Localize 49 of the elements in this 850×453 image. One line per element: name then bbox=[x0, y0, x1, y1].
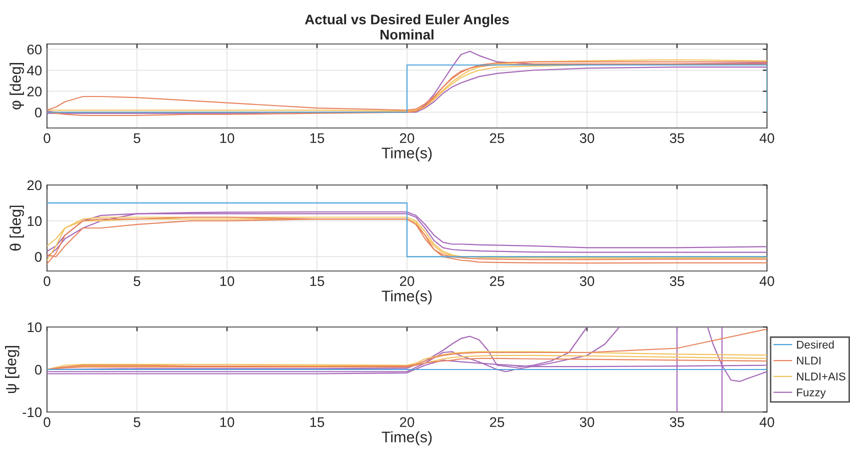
x-tick-label: 0 bbox=[44, 133, 50, 144]
y-tick-label: 10 bbox=[28, 216, 42, 226]
x-tick-label: 40 bbox=[760, 276, 774, 286]
x-axis-title: Time(s) bbox=[382, 147, 432, 162]
x-tick-label: 35 bbox=[670, 133, 684, 144]
y-tick-label: 20 bbox=[27, 86, 42, 96]
x-tick-label: 15 bbox=[310, 133, 324, 144]
y-axis-title: ψ [deg] bbox=[5, 346, 20, 394]
y-tick-label: -10 bbox=[22, 407, 42, 418]
x-tick-label: 20 bbox=[400, 417, 414, 428]
chart-title: Actual vs Desired Euler Angles bbox=[304, 14, 509, 28]
y-axis-title: φ [deg] bbox=[10, 63, 24, 110]
x-tick-label: 40 bbox=[760, 133, 774, 144]
x-tick-label: 30 bbox=[580, 276, 594, 286]
x-tick-label: 30 bbox=[580, 417, 594, 428]
legend-label: Fuzzy bbox=[797, 388, 826, 399]
x-tick-label: 5 bbox=[134, 276, 140, 286]
x-tick-label: 15 bbox=[310, 417, 324, 428]
y-axis-title: θ [deg] bbox=[10, 206, 24, 251]
x-tick-label: 40 bbox=[760, 417, 774, 428]
x-tick-label: 20 bbox=[400, 133, 414, 144]
x-tick-label: 10 bbox=[220, 276, 234, 286]
x-tick-label: 5 bbox=[134, 133, 140, 144]
legend-label: NLDI+AIS bbox=[797, 372, 846, 380]
x-tick-label: 0 bbox=[44, 417, 50, 428]
y-tick-label: 0 bbox=[34, 252, 42, 262]
x-tick-label: 5 bbox=[134, 417, 140, 428]
chart-subtitle: Nominal bbox=[380, 29, 434, 40]
x-axis-title: Time(s) bbox=[382, 431, 432, 446]
y-tick-label: 0 bbox=[34, 364, 42, 375]
x-tick-label: 25 bbox=[490, 133, 504, 144]
x-axis-title: Time(s) bbox=[382, 290, 432, 304]
y-tick-label: 60 bbox=[27, 44, 42, 54]
x-tick-label: 30 bbox=[580, 133, 594, 144]
legend-label: NLDI bbox=[797, 356, 820, 364]
y-tick-label: 0 bbox=[34, 108, 42, 118]
x-tick-label: 20 bbox=[400, 276, 414, 286]
y-tick-label: 40 bbox=[27, 66, 42, 76]
legend-label: Desired bbox=[797, 340, 834, 349]
y-tick-label: 10 bbox=[28, 322, 42, 332]
x-tick-label: 25 bbox=[490, 276, 504, 286]
x-tick-label: 10 bbox=[220, 417, 234, 428]
x-tick-label: 15 bbox=[310, 276, 324, 286]
x-tick-label: 10 bbox=[220, 133, 234, 144]
x-tick-label: 25 bbox=[490, 417, 504, 428]
x-tick-label: 35 bbox=[670, 417, 684, 428]
x-tick-label: 0 bbox=[44, 276, 50, 286]
y-tick-label: 20 bbox=[27, 180, 42, 190]
x-tick-label: 35 bbox=[670, 276, 684, 286]
